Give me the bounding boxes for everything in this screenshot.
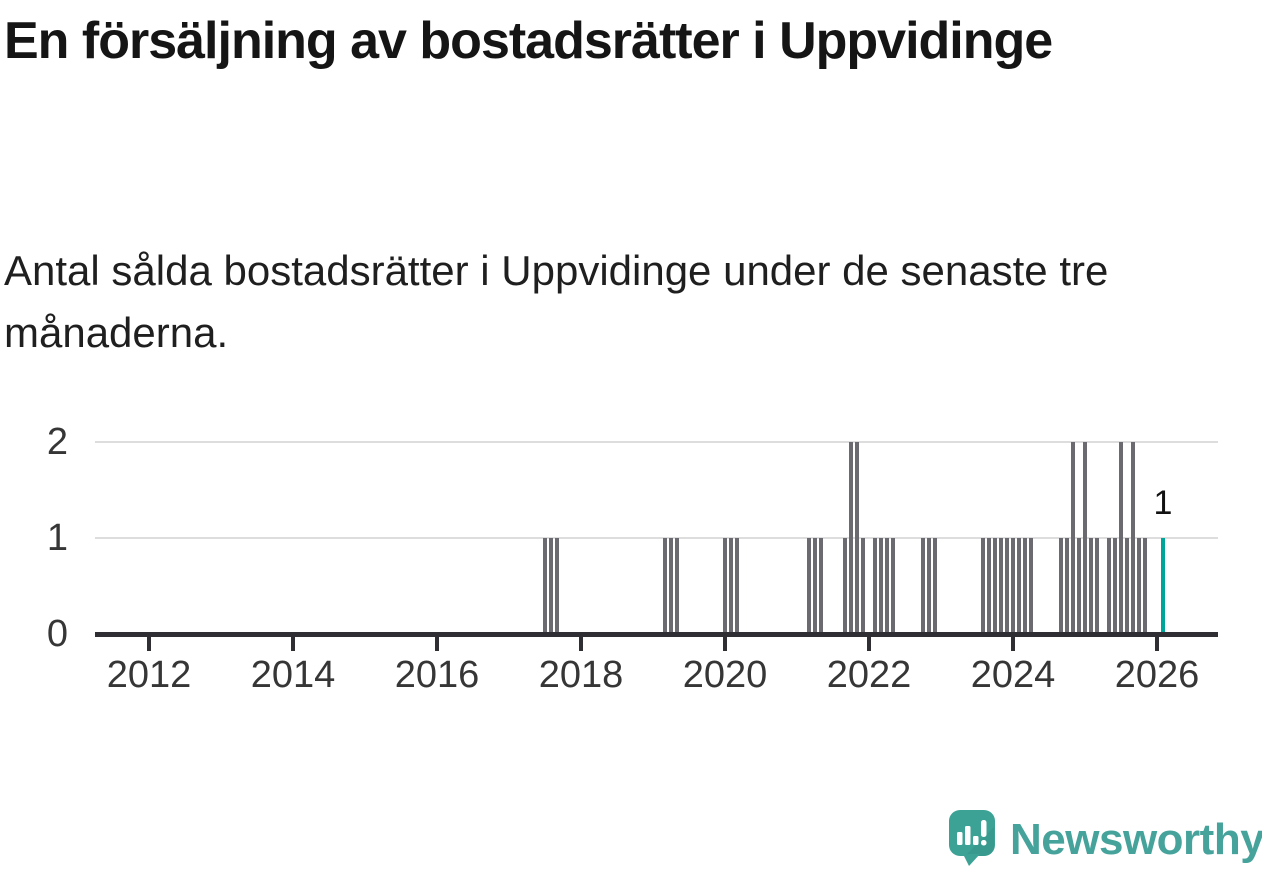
x-axis-label-2014: 2014 bbox=[250, 654, 336, 696]
y-axis-label-2: 2 bbox=[46, 421, 68, 463]
bar bbox=[884, 538, 890, 634]
bar bbox=[1136, 538, 1142, 634]
x-axis-label-2026: 2026 bbox=[1114, 654, 1200, 696]
bar bbox=[812, 538, 818, 634]
x-axis-label-2012: 2012 bbox=[106, 654, 192, 696]
bar bbox=[878, 538, 884, 634]
x-axis-label-2024: 2024 bbox=[970, 654, 1056, 696]
bar bbox=[1124, 538, 1130, 634]
bar bbox=[872, 538, 878, 634]
page-title: En försäljning av bostadsrätter i Uppvid… bbox=[4, 12, 1053, 70]
x-axis-tick-2014 bbox=[291, 637, 295, 651]
bar bbox=[806, 538, 812, 634]
bar bbox=[848, 442, 854, 634]
x-axis-label-2018: 2018 bbox=[538, 654, 624, 696]
bar bbox=[890, 538, 896, 634]
bar bbox=[842, 538, 848, 634]
bar bbox=[1064, 538, 1070, 634]
y-axis-label-0: 0 bbox=[46, 613, 68, 655]
bar bbox=[1028, 538, 1034, 634]
newsworthy-logo-text: Newsworthy bbox=[1010, 815, 1262, 864]
x-axis-label-2016: 2016 bbox=[394, 654, 480, 696]
bar bbox=[980, 538, 986, 634]
bar bbox=[542, 538, 548, 634]
annotation-value-label: 1 bbox=[1153, 484, 1173, 522]
newsworthy-logo: Newsworthy bbox=[948, 809, 1262, 872]
bar bbox=[1070, 442, 1076, 634]
x-axis-label-2022: 2022 bbox=[826, 654, 912, 696]
bar bbox=[998, 538, 1004, 634]
bar bbox=[728, 538, 734, 634]
gridline-y-2 bbox=[95, 441, 1218, 443]
bar bbox=[926, 538, 932, 634]
bar bbox=[1112, 538, 1118, 634]
bar bbox=[1010, 538, 1016, 634]
bar bbox=[1118, 442, 1124, 634]
bar bbox=[1094, 538, 1100, 634]
page-subtitle: Antal sålda bostadsrätter i Uppvidinge u… bbox=[4, 247, 1109, 357]
x-axis-tick-2022 bbox=[867, 637, 871, 651]
bar bbox=[1088, 538, 1094, 634]
bar bbox=[1016, 538, 1022, 634]
bar bbox=[1130, 442, 1136, 634]
x-axis-line bbox=[95, 632, 1218, 637]
bar bbox=[554, 538, 560, 634]
highlight-bar bbox=[1160, 538, 1166, 634]
bar bbox=[1142, 538, 1148, 634]
x-axis-tick-2026 bbox=[1155, 637, 1159, 651]
bar bbox=[1076, 538, 1082, 634]
bar bbox=[854, 442, 860, 634]
bar bbox=[1106, 538, 1112, 634]
bar bbox=[920, 538, 926, 634]
bar bbox=[1022, 538, 1028, 634]
bar bbox=[548, 538, 554, 634]
bar bbox=[1058, 538, 1064, 634]
bar bbox=[986, 538, 992, 634]
bar bbox=[668, 538, 674, 634]
gridline-y-1 bbox=[95, 537, 1218, 539]
x-axis-tick-2024 bbox=[1011, 637, 1015, 651]
newsworthy-logo-icon bbox=[948, 809, 996, 872]
bar bbox=[734, 538, 740, 634]
x-axis-tick-2020 bbox=[723, 637, 727, 651]
x-axis-tick-2016 bbox=[435, 637, 439, 651]
bar bbox=[992, 538, 998, 634]
x-axis-tick-2018 bbox=[579, 637, 583, 651]
bar bbox=[1004, 538, 1010, 634]
x-axis-tick-2012 bbox=[147, 637, 151, 651]
bar bbox=[1082, 442, 1088, 634]
bar bbox=[674, 538, 680, 634]
bar bbox=[932, 538, 938, 634]
bar bbox=[860, 538, 866, 634]
bar bbox=[722, 538, 728, 634]
bar bbox=[662, 538, 668, 634]
bar bbox=[818, 538, 824, 634]
x-axis-label-2020: 2020 bbox=[682, 654, 768, 696]
y-axis-label-1: 1 bbox=[46, 517, 68, 559]
